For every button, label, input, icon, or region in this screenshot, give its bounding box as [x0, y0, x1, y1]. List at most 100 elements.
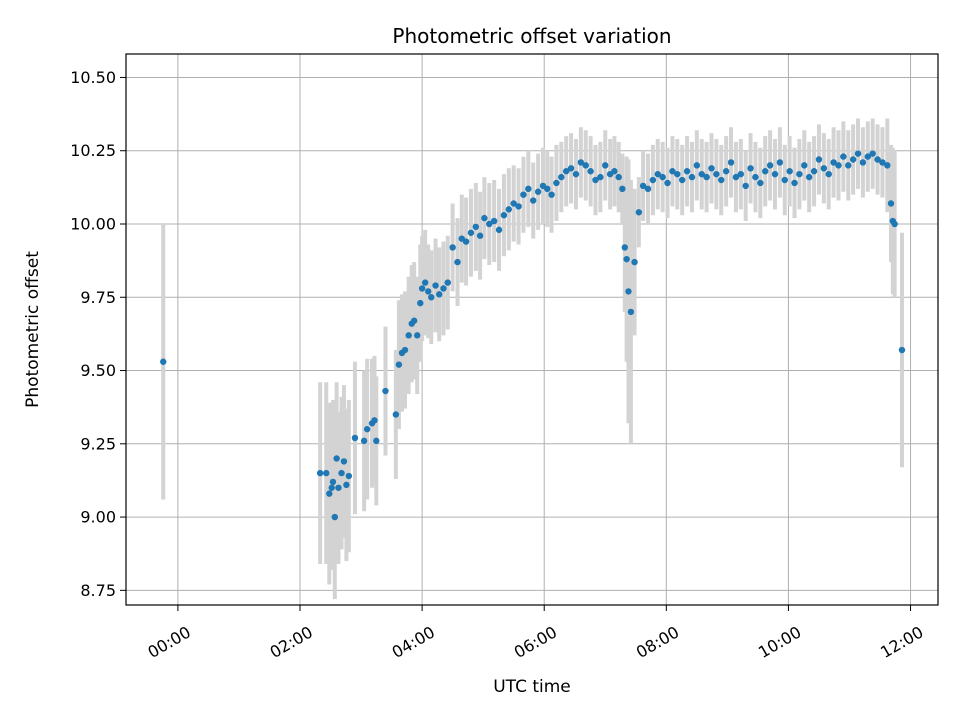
data-point: [737, 170, 744, 178]
error-bar-layer: [161, 118, 904, 600]
data-point: [392, 411, 400, 418]
data-point: [462, 238, 470, 245]
data-point: [874, 156, 881, 163]
data-point: [486, 220, 493, 228]
data-point: [553, 179, 560, 187]
data-point: [854, 150, 862, 157]
y-tick-label: 9.50: [80, 361, 116, 380]
data-point: [418, 285, 426, 292]
data-point: [567, 165, 575, 172]
data-point: [698, 170, 705, 178]
data-point: [669, 168, 676, 175]
data-point: [382, 387, 389, 395]
y-tick-label: 10.25: [70, 141, 116, 160]
data-point: [395, 361, 403, 368]
y-tick-label: 9.00: [80, 508, 116, 527]
data-point: [625, 288, 632, 295]
data-point: [752, 173, 759, 181]
data-point: [722, 168, 730, 175]
x-tick-label: 06:00: [511, 622, 560, 662]
data-point: [718, 176, 725, 184]
data-point: [884, 162, 891, 169]
data-point: [639, 182, 647, 190]
data-point: [859, 159, 867, 166]
y-tick-label: 10.50: [70, 68, 116, 87]
x-tick-label: 04:00: [389, 622, 438, 662]
chart-title: Photometric offset variation: [392, 24, 671, 48]
data-point: [631, 258, 638, 266]
data-point: [801, 162, 808, 169]
data-point: [562, 168, 570, 175]
data-point: [732, 173, 740, 181]
x-axis-label: UTC time: [493, 677, 571, 697]
data-point: [425, 288, 432, 295]
x-tick-label: 00:00: [144, 622, 193, 662]
data-point: [776, 159, 784, 166]
data-point: [401, 346, 409, 354]
data-point: [849, 156, 857, 163]
data-point: [340, 458, 348, 465]
data-point: [417, 299, 424, 307]
x-tick-label: 02:00: [267, 622, 316, 662]
data-point: [373, 437, 380, 445]
data-point: [898, 346, 906, 354]
data-point: [421, 279, 429, 286]
data-point: [335, 484, 342, 491]
data-point: [747, 165, 754, 172]
data-point: [534, 188, 542, 195]
data-point: [708, 165, 715, 172]
data-point: [805, 173, 813, 181]
x-tick-label: 10:00: [755, 622, 804, 662]
data-point: [644, 185, 652, 193]
data-point: [472, 223, 480, 231]
data-point: [490, 217, 498, 225]
data-point: [619, 185, 626, 193]
x-tick-label: 12:00: [877, 622, 926, 662]
data-point: [428, 294, 435, 301]
data-point: [444, 279, 451, 286]
data-point: [432, 282, 439, 289]
data-point: [345, 472, 353, 480]
data-point: [454, 258, 461, 266]
data-point: [830, 159, 837, 166]
data-point: [835, 162, 842, 169]
data-point: [727, 159, 735, 166]
data-point: [771, 170, 779, 178]
data-point: [548, 191, 555, 198]
data-point: [331, 513, 338, 521]
data-point: [505, 206, 512, 213]
data-point: [654, 170, 661, 178]
y-tick-label: 8.75: [80, 581, 116, 600]
data-point: [623, 255, 630, 263]
data-point: [328, 484, 335, 491]
data-point: [815, 156, 823, 163]
data-point: [757, 179, 764, 187]
data-point: [572, 170, 580, 178]
data-point: [520, 191, 527, 198]
data-point: [703, 173, 710, 181]
plot-frame: [125, 53, 939, 606]
data-point: [887, 200, 895, 207]
data-point: [500, 211, 508, 219]
data-point: [820, 165, 828, 172]
data-point: [587, 168, 594, 175]
data-point: [659, 173, 666, 181]
data-point: [351, 434, 359, 442]
data-point: [414, 332, 421, 339]
data-point: [449, 244, 456, 251]
data-point: [627, 308, 635, 316]
y-tick-label: 9.75: [80, 288, 116, 307]
data-point: [840, 153, 847, 160]
data-point-layer: [160, 150, 906, 521]
data-point: [316, 469, 324, 477]
data-point: [864, 153, 871, 160]
data-point: [649, 176, 657, 184]
data-point: [762, 168, 769, 175]
data-point: [611, 168, 618, 175]
data-point: [810, 168, 818, 175]
data-point: [742, 182, 749, 190]
x-tick-label: 08:00: [633, 622, 682, 662]
data-point: [621, 244, 628, 251]
